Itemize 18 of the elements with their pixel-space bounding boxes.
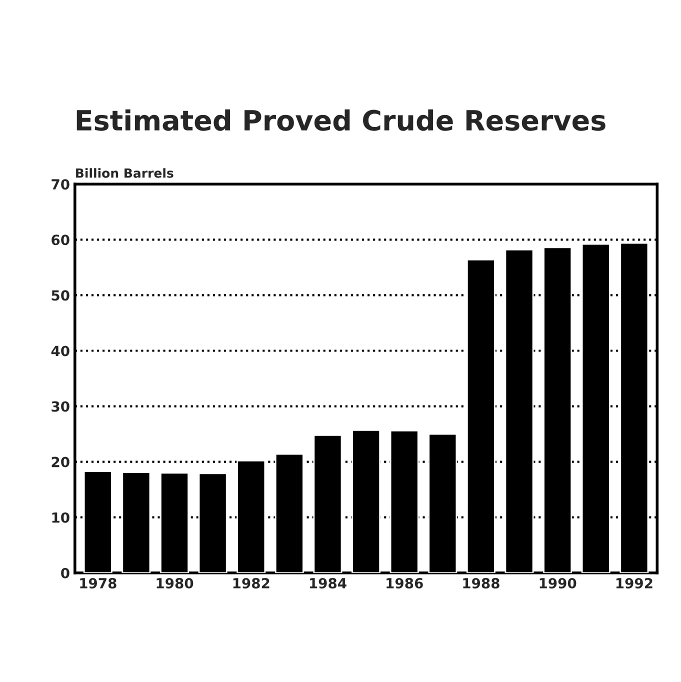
y-tick-label: 70 [52, 179, 70, 190]
y-tick-label: 0 [61, 568, 70, 578]
x-tick-label: 1990 [540, 578, 576, 588]
x-tick-label: 1988 [463, 578, 500, 588]
y-tick-label: 40 [51, 346, 70, 356]
x-tick-label: 1992 [616, 578, 652, 588]
chart-title: Estimated Proved Crude Reserves [76, 109, 606, 131]
y-axis-title: Billion Barrels [76, 168, 174, 178]
x-tick-label: 1986 [386, 578, 423, 588]
y-tick-label: 30 [52, 401, 70, 412]
x-tick-label: 1982 [233, 578, 270, 588]
x-tick-label: 1980 [156, 578, 194, 588]
x-tick-label: 1984 [310, 578, 346, 588]
y-tick-label: 20 [52, 456, 70, 468]
y-tick-label: 50 [52, 290, 70, 301]
y-tick-label: 60 [52, 234, 70, 246]
y-tick-label: 10 [52, 512, 70, 523]
x-tick-label: 1978 [80, 578, 116, 588]
